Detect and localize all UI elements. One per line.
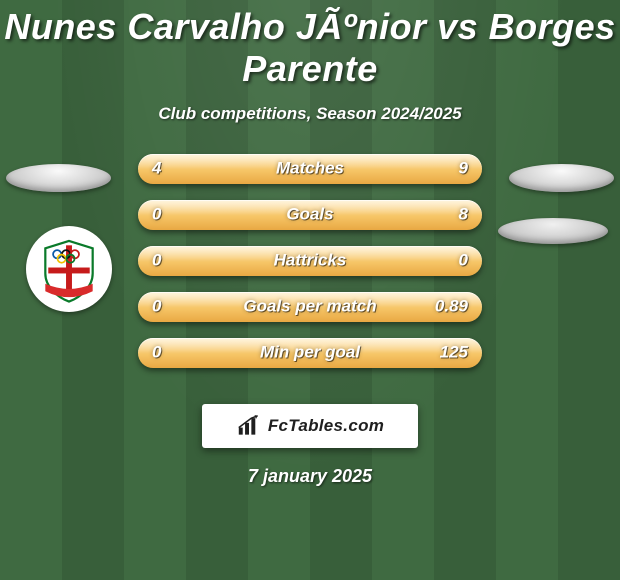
stat-right-value: 0 [459,251,468,271]
stat-label: Goals [286,205,333,225]
left-club-badge [26,226,112,312]
stat-row-hattricks: 0 Hattricks 0 [138,246,482,276]
stat-row-min-per-goal: 0 Min per goal 125 [138,338,482,368]
stat-left-value: 0 [152,297,161,317]
stat-left-value: 0 [152,343,161,363]
stat-label: Hattricks [274,251,347,271]
stat-label: Matches [276,159,344,179]
stat-label: Min per goal [260,343,360,363]
stat-left-value: 4 [152,159,161,179]
bar-chart-icon [236,415,262,437]
stat-row-matches: 4 Matches 9 [138,154,482,184]
page-subtitle: Club competitions, Season 2024/2025 [0,104,620,124]
club-crest-icon [32,232,106,306]
stat-right-value: 0.89 [435,297,468,317]
stat-row-goals: 0 Goals 8 [138,200,482,230]
stat-row-goals-per-match: 0 Goals per match 0.89 [138,292,482,322]
date-text: 7 january 2025 [0,466,620,487]
player-left-placeholder [6,164,111,192]
stat-left-value: 0 [152,251,161,271]
comparison-stage: 4 Matches 9 0 Goals 8 0 Hattricks 0 0 Go… [0,154,620,394]
brand-text: FcTables.com [268,416,384,436]
stat-label: Goals per match [243,297,376,317]
stat-right-value: 9 [459,159,468,179]
stat-bars: 4 Matches 9 0 Goals 8 0 Hattricks 0 0 Go… [138,154,482,384]
player-right-secondary-placeholder [498,218,608,244]
player-right-placeholder [509,164,614,192]
stat-left-value: 0 [152,205,161,225]
stat-right-value: 8 [459,205,468,225]
brand-card: FcTables.com [202,404,418,448]
page-title: Nunes Carvalho JÃºnior vs Borges Parente [0,0,620,90]
stat-right-value: 125 [440,343,468,363]
